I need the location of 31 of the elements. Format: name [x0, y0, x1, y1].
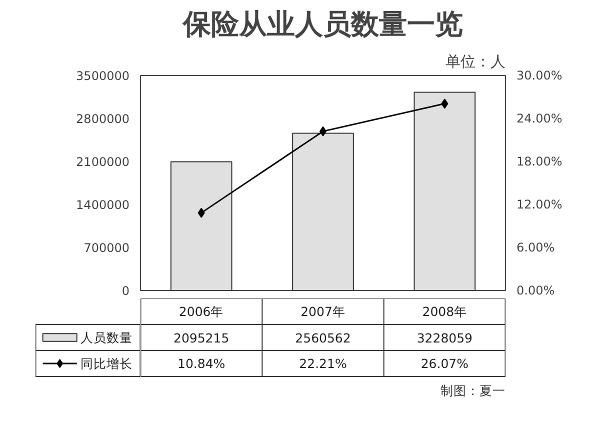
y-tick-label: 700000: [84, 241, 130, 255]
y2-tick-label: 0.00%: [516, 284, 555, 298]
data-label: 2560562: [295, 330, 351, 346]
data-label: 3228059: [416, 330, 473, 346]
y-tick-label: 1400000: [76, 198, 130, 212]
data-label: 10.84%: [178, 356, 226, 371]
data-label: 2095215: [174, 330, 230, 346]
x-tick-label: 2006年: [178, 304, 224, 319]
x-tick-label: 2008年: [422, 304, 468, 319]
y2-tick-label: 18.00%: [516, 154, 562, 168]
y2-tick-label: 24.00%: [516, 112, 562, 126]
data-label: 26.07%: [420, 356, 469, 371]
point: [441, 98, 448, 109]
y-tick-label: 2800000: [76, 112, 130, 126]
y2-tick-label: 30.00%: [516, 68, 562, 82]
y-tick-label: 3500000: [76, 69, 130, 83]
x-tick-label: 2007年: [300, 304, 346, 319]
chart-subtitle: 单位：人: [446, 52, 506, 70]
point: [198, 208, 205, 218]
bar: [170, 161, 232, 290]
text: 制图：夏一: [440, 383, 506, 398]
y2-tick-label: 12.00%: [516, 198, 562, 212]
chart-title: 保险从业人员数量一览: [182, 8, 463, 40]
data-label: 22.21%: [299, 356, 347, 371]
bar: [292, 132, 354, 290]
y-tick-label: 2100000: [76, 155, 130, 169]
y-tick-label: 0: [122, 284, 130, 298]
bar: [414, 92, 476, 290]
y2-tick-label: 6.00%: [516, 240, 555, 254]
legend-label: 同比增长: [80, 356, 133, 371]
legend-label: 人员数量: [80, 330, 133, 345]
